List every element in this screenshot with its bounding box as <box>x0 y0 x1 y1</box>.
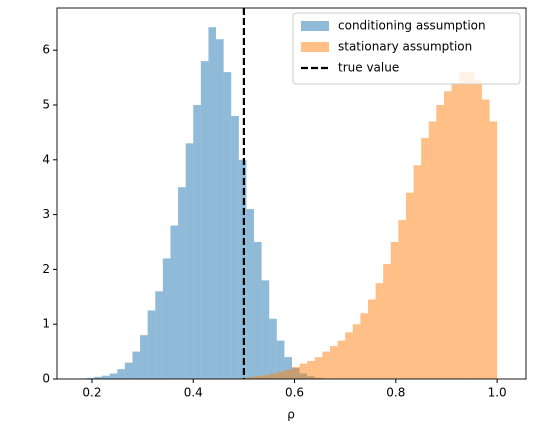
histogram-bar <box>284 370 292 379</box>
histogram-bar <box>391 242 399 379</box>
y-tick-label: 4 <box>42 152 50 166</box>
histogram-bar <box>490 121 498 379</box>
y-tick-label: 5 <box>42 97 50 111</box>
histogram-bar <box>117 369 125 379</box>
legend-label: conditioning assumption <box>338 19 486 33</box>
histogram-bar <box>170 226 178 379</box>
y-tick-label: 1 <box>42 317 50 331</box>
histogram-bar <box>421 138 429 379</box>
histogram-bar <box>224 72 232 379</box>
y-tick-label: 6 <box>42 43 50 57</box>
histogram-bar <box>262 375 270 379</box>
legend-label: stationary assumption <box>338 40 472 54</box>
histogram-bar <box>376 283 384 379</box>
x-tick-label: 1.0 <box>488 386 507 400</box>
legend-swatch <box>301 42 329 52</box>
histogram-bar <box>322 352 330 379</box>
histogram-bar <box>178 187 186 379</box>
histogram-bar <box>148 310 156 379</box>
histogram-bar <box>186 143 194 379</box>
histogram-bar <box>406 193 414 379</box>
x-tick-label: 0.8 <box>386 386 405 400</box>
x-tick-label: 0.6 <box>285 386 304 400</box>
histogram-bar <box>368 300 376 379</box>
histogram-bar <box>102 376 110 379</box>
y-tick-label: 2 <box>42 262 50 276</box>
histogram-bar <box>132 352 140 379</box>
histogram-bar <box>436 105 444 379</box>
histogram-bar <box>246 209 254 379</box>
histogram-bar <box>452 83 460 379</box>
x-tick-label: 0.2 <box>82 386 101 400</box>
histogram-bar <box>467 72 475 379</box>
histogram-bar <box>474 80 482 379</box>
legend-label: true value <box>338 61 399 75</box>
histogram-bar <box>110 374 118 379</box>
histogram-bar <box>155 291 163 379</box>
histogram-bar <box>307 361 315 379</box>
histogram-bar <box>231 116 239 379</box>
histogram-bar <box>269 319 277 379</box>
x-axis-label: ρ <box>287 408 295 422</box>
histogram-bar <box>216 39 224 379</box>
histogram-bar <box>338 341 346 379</box>
x-tick-label: 0.4 <box>184 386 203 400</box>
histogram-bar <box>444 91 452 379</box>
histogram-bar <box>254 242 262 379</box>
histogram-bar <box>125 363 133 379</box>
histogram-bar <box>292 367 300 379</box>
histogram-bar <box>482 100 490 379</box>
histogram-bar <box>383 264 391 379</box>
histogram-bar <box>330 346 338 379</box>
histogram-bar <box>163 258 171 379</box>
histogram-bar <box>398 220 406 379</box>
histogram-bar <box>300 364 308 379</box>
histogram-bar <box>239 160 247 379</box>
histogram-bar <box>262 280 270 379</box>
histogram-bar <box>429 121 437 379</box>
histogram-bar <box>140 335 148 379</box>
histogram-bar <box>353 324 361 379</box>
histogram-bar <box>315 357 323 379</box>
histogram-bar <box>360 313 368 379</box>
histogram-bar <box>459 72 467 379</box>
histogram-bar <box>208 27 216 379</box>
histogram-bar <box>201 61 209 379</box>
histogram-bar <box>193 105 201 379</box>
legend-swatch <box>301 21 329 31</box>
histogram-bar <box>269 374 277 379</box>
histogram-bar <box>345 332 353 379</box>
histogram-bar <box>414 165 422 379</box>
histogram-bar <box>277 372 285 379</box>
y-tick-label: 0 <box>42 372 50 386</box>
y-tick-label: 3 <box>42 207 50 221</box>
